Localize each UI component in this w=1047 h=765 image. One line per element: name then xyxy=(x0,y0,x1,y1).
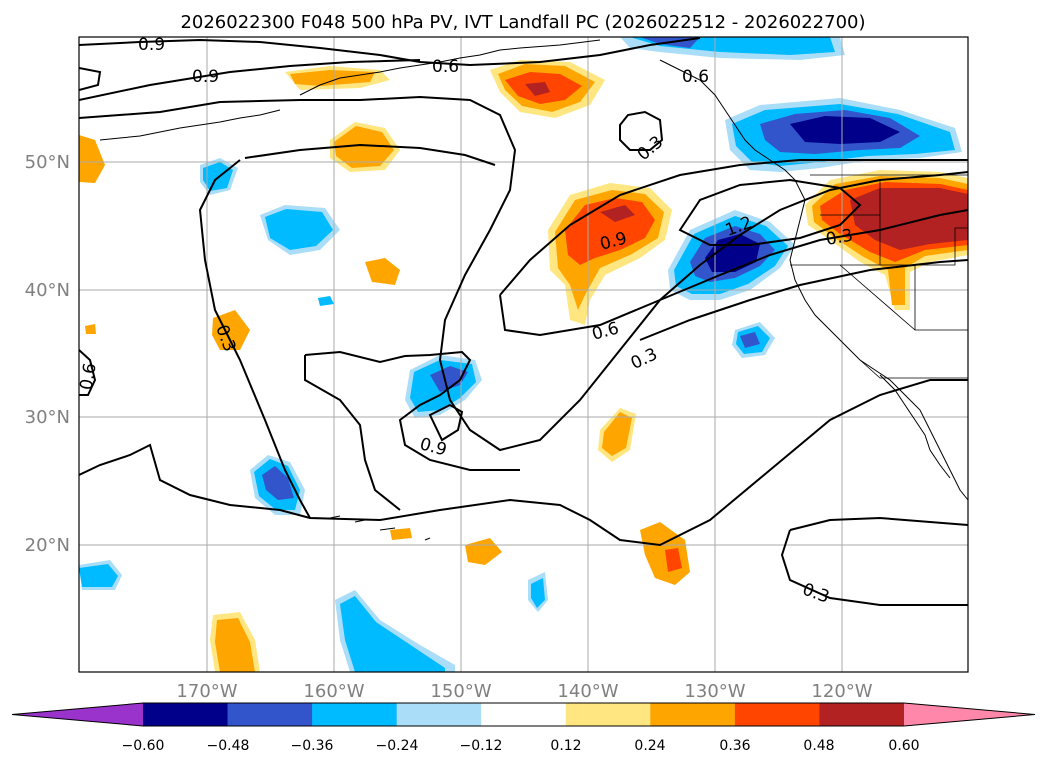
contour-label: 0.6 xyxy=(682,67,709,87)
colorbar-swatch xyxy=(650,703,736,726)
pv-blob-positive xyxy=(85,324,96,334)
colorbar-tick-label: −0.24 xyxy=(376,738,419,754)
colorbar-swatch xyxy=(396,703,482,726)
colorbar-tick-label: −0.36 xyxy=(291,738,334,754)
pv-blob-positive xyxy=(390,528,412,540)
colorbar-tick-label: −0.60 xyxy=(122,738,165,754)
colorbar-swatch xyxy=(143,703,229,726)
colorbar-extend-min xyxy=(12,703,143,726)
contour-line xyxy=(79,349,97,396)
contour-line xyxy=(79,67,102,91)
contour-line xyxy=(244,143,496,166)
contour-line xyxy=(304,355,401,511)
colorbar-tick-label: 0.24 xyxy=(634,738,665,754)
pv-blob-negative xyxy=(340,596,445,672)
pv-blob-negative xyxy=(318,296,334,306)
pv-blob-negative xyxy=(265,209,333,250)
coastline-aleutian xyxy=(99,109,281,141)
map-gridlines xyxy=(79,37,968,672)
contour-line xyxy=(639,259,968,341)
colorbar-outline xyxy=(11,702,1036,727)
colorbar-swatch xyxy=(565,703,651,726)
coastline-bc xyxy=(659,59,806,201)
pv-blob-positive xyxy=(525,82,550,96)
colorbar-swatch xyxy=(734,703,820,726)
contour-line xyxy=(678,178,862,246)
contour-label: 0.6 xyxy=(432,57,459,77)
pv-blob-positive xyxy=(215,618,255,672)
figure-title: 2026022300 F048 500 hPa PV, IVT Landfall… xyxy=(180,12,865,33)
contour-line xyxy=(198,159,968,547)
pv-blob-negative xyxy=(531,578,545,608)
lat-label: 40°N xyxy=(25,280,70,301)
lon-label: 130°W xyxy=(684,681,745,702)
pv-blob-negative xyxy=(705,234,760,272)
pv-blob-positive xyxy=(290,70,375,86)
lon-label: 150°W xyxy=(430,681,491,702)
pv-blob-positive xyxy=(600,205,635,222)
coastline-baja xyxy=(879,374,951,479)
colorbar-extend-max xyxy=(904,703,1035,726)
hawaii-islands xyxy=(329,515,431,541)
contour-line xyxy=(619,110,664,151)
pv-blob-negative xyxy=(740,332,760,348)
coastline-alaska xyxy=(299,39,601,96)
contour-line xyxy=(79,37,701,67)
ivt-contours xyxy=(79,37,968,606)
pv-blob-positive xyxy=(334,126,394,168)
contour-label: 0.9 xyxy=(138,35,165,55)
lat-label: 30°N xyxy=(25,407,70,428)
lat-label: 20°N xyxy=(25,535,70,556)
state-borders xyxy=(790,174,968,379)
contour-line xyxy=(780,529,968,606)
contour-line xyxy=(789,516,968,531)
lon-label: 140°W xyxy=(557,681,618,702)
latitude-labels: 50°N 40°N 30°N 20°N xyxy=(25,152,70,556)
contour-line xyxy=(79,59,421,101)
pv-blob-positive xyxy=(602,412,632,456)
contour-line xyxy=(499,209,968,337)
contour-line xyxy=(499,159,968,296)
colorbar-tick-label: 0.60 xyxy=(888,738,919,754)
contour-label: 0.6 xyxy=(76,361,100,391)
colorbar-swatch xyxy=(481,703,567,726)
colorbar-tick-labels: −0.60 −0.48 −0.36 −0.24 −0.12 0.12 0.24 … xyxy=(122,738,920,754)
longitude-labels: 170°W 160°W 150°W 140°W 130°W 120°W xyxy=(176,681,872,702)
colorbar-swatch xyxy=(312,703,398,726)
colorbar xyxy=(11,702,1036,727)
pv-filled-contours xyxy=(79,37,968,672)
pv-blob-positive xyxy=(665,548,682,572)
pv-blob-negative xyxy=(790,116,900,144)
contour-line xyxy=(79,443,311,519)
pv-blob-positive xyxy=(212,310,250,350)
contour-line xyxy=(428,403,464,442)
pv-blob-negative xyxy=(79,564,118,587)
pv-blob-positive xyxy=(79,135,105,183)
contour-label: 0.3 xyxy=(824,226,854,250)
contour-line xyxy=(304,350,520,471)
contour-labels: 0.9 0.9 0.6 0.6 0.3 1.2 0.3 0.9 0.6 0.3 … xyxy=(76,35,855,608)
colorbar-tick-label: −0.12 xyxy=(460,738,503,754)
lon-label: 160°W xyxy=(303,681,364,702)
colorbar-swatch xyxy=(819,703,905,726)
lon-label: 170°W xyxy=(176,681,237,702)
colorbar-tick-label: 0.12 xyxy=(550,738,581,754)
pv-blob-positive xyxy=(850,188,968,250)
contour-line xyxy=(79,95,968,452)
pv-blob-negative xyxy=(430,366,468,392)
colorbar-swatch xyxy=(227,703,313,726)
map-border xyxy=(78,36,969,673)
pv-blob-positive xyxy=(365,258,400,285)
contour-label: 0.9 xyxy=(192,67,219,87)
colorbar-tick-label: 0.48 xyxy=(803,738,834,754)
colorbar-tick-label: 0.36 xyxy=(719,738,750,754)
colorbar-tick-label: −0.48 xyxy=(207,738,250,754)
lat-label: 50°N xyxy=(25,152,70,173)
map-panel: 0.9 0.9 0.6 0.6 0.3 1.2 0.3 0.9 0.6 0.3 … xyxy=(76,35,968,672)
lon-label: 120°W xyxy=(811,681,872,702)
pv-blob-negative xyxy=(262,466,294,500)
